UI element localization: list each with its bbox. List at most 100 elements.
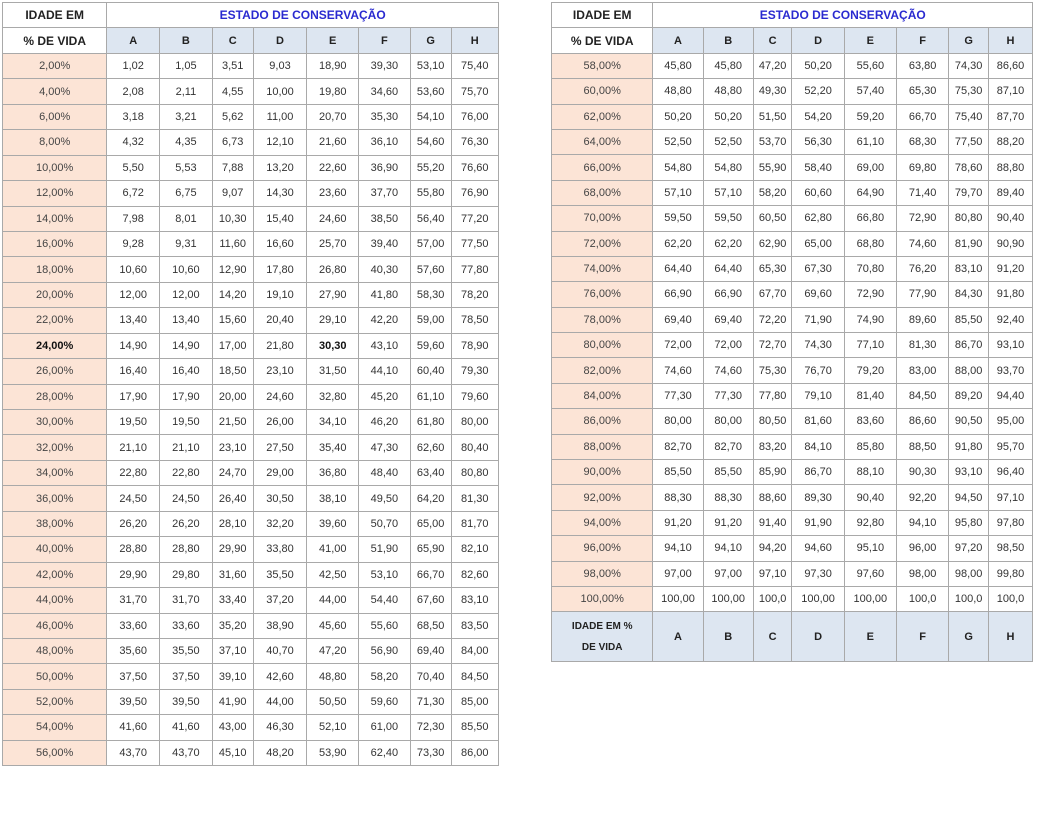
value-cell: 61,80 — [409, 408, 452, 436]
value-cell: 93,10 — [987, 332, 1034, 359]
value-cell: 94,40 — [987, 382, 1034, 410]
value-cell: 42,50 — [306, 561, 360, 589]
value-cell: 100,0 — [752, 585, 793, 613]
value-cell: 86,60 — [987, 52, 1034, 80]
table-row: 28,00% 17,90 17,90 20,00 24,60 32,80 45,20 61,1… — [1, 383, 500, 411]
table-row: 42,00% 29,90 29,80 31,60 35,50 42,50 53,10 66,7… — [1, 561, 500, 589]
age-cell: 36,00% — [1, 485, 108, 512]
value-cell: 33,80 — [252, 536, 308, 563]
value-cell: 77,50 — [948, 128, 989, 156]
value-cell: 46,20 — [358, 408, 411, 436]
value-cell: 29,80 — [159, 561, 213, 589]
table-row: 30,00% 19,50 19,50 21,50 26,00 34,10 46,20 61,8… — [1, 408, 500, 436]
value-cell: 45,80 — [652, 52, 704, 80]
table-row: 58,00% 45,80 45,80 47,20 50,20 55,60 63,80 74,3… — [550, 52, 1034, 80]
footer-col: C — [752, 611, 793, 663]
value-cell: 13,40 — [106, 307, 161, 334]
value-cell: 16,40 — [159, 358, 213, 385]
age-cell: 70,00% — [550, 205, 654, 232]
value-cell: 83,10 — [948, 255, 989, 283]
col-header: E — [306, 27, 360, 54]
value-cell: 59,50 — [702, 205, 754, 232]
value-cell: 17,90 — [159, 383, 213, 411]
value-cell: 14,30 — [252, 180, 308, 207]
value-cell: 45,60 — [306, 612, 360, 639]
value-cell: 55,60 — [358, 612, 411, 639]
value-cell: 89,20 — [948, 382, 989, 410]
value-cell: 21,10 — [159, 434, 213, 461]
age-cell: 94,00% — [550, 509, 654, 537]
value-cell: 68,30 — [895, 128, 950, 156]
value-cell: 85,50 — [948, 306, 989, 334]
value-cell: 49,50 — [358, 485, 411, 512]
value-cell: 53,10 — [409, 52, 452, 80]
value-cell: 89,30 — [791, 484, 845, 511]
age-cell: 24,00% — [1, 332, 108, 360]
table-row: 44,00% 31,70 31,70 33,40 37,20 44,00 54,40 67,6… — [1, 587, 500, 614]
value-cell: 82,70 — [702, 433, 754, 461]
table-row: 36,00% 24,50 24,50 26,40 30,50 38,10 49,50 64,2… — [1, 485, 500, 512]
value-cell: 54,80 — [652, 154, 704, 181]
value-cell: 39,30 — [358, 52, 411, 80]
value-cell: 64,90 — [843, 179, 897, 207]
value-cell: 57,40 — [843, 78, 897, 105]
col-header: F — [358, 27, 411, 54]
value-cell: 23,60 — [306, 180, 360, 207]
footer-col: F — [895, 611, 950, 663]
value-cell: 37,50 — [159, 663, 213, 690]
value-cell: 79,70 — [948, 179, 989, 207]
value-cell: 58,20 — [358, 663, 411, 690]
value-cell: 11,00 — [252, 103, 308, 131]
value-cell: 88,30 — [702, 484, 754, 511]
value-cell: 93,10 — [948, 459, 989, 486]
value-cell: 39,50 — [159, 688, 213, 716]
value-cell: 68,80 — [843, 230, 897, 257]
value-cell: 83,50 — [450, 612, 500, 639]
value-cell: 76,60 — [450, 154, 500, 182]
value-cell: 88,30 — [652, 484, 704, 511]
value-cell: 5,53 — [159, 154, 213, 182]
value-cell: 57,00 — [409, 230, 452, 258]
value-cell: 4,55 — [211, 78, 254, 105]
value-cell: 22,80 — [106, 459, 161, 487]
value-cell: 65,00 — [409, 510, 452, 538]
value-cell: 39,60 — [306, 510, 360, 538]
table-row: 34,00% 22,80 22,80 24,70 29,00 36,80 48,40 63,4… — [1, 459, 500, 487]
value-cell: 98,50 — [987, 535, 1034, 562]
value-cell: 82,60 — [450, 561, 500, 589]
value-cell: 90,90 — [987, 230, 1034, 257]
age-cell: 4,00% — [1, 78, 108, 105]
col-header: H — [987, 27, 1034, 54]
value-cell: 3,18 — [106, 103, 161, 131]
age-header-line1: IDADE EM — [1, 1, 108, 29]
value-cell: 43,00 — [211, 714, 254, 741]
age-cell: 48,00% — [1, 637, 108, 665]
value-cell: 10,00 — [252, 78, 308, 105]
value-cell: 55,80 — [409, 180, 452, 207]
value-cell: 54,60 — [409, 129, 452, 156]
value-cell: 61,00 — [358, 714, 411, 741]
value-cell: 59,00 — [409, 307, 452, 334]
table-row: 60,00% 48,80 48,80 49,30 52,20 57,40 65,30 75,3… — [550, 78, 1034, 105]
value-cell: 37,70 — [358, 180, 411, 207]
value-cell: 77,10 — [843, 332, 897, 359]
value-cell: 9,03 — [252, 52, 308, 80]
value-cell: 64,20 — [409, 485, 452, 512]
value-cell: 48,80 — [702, 78, 754, 105]
value-cell: 65,90 — [409, 536, 452, 563]
age-cell: 90,00% — [550, 459, 654, 486]
value-cell: 41,90 — [211, 688, 254, 716]
value-cell: 83,20 — [752, 433, 793, 461]
value-cell: 56,30 — [791, 128, 845, 156]
value-cell: 2,11 — [159, 78, 213, 105]
value-cell: 38,90 — [252, 612, 308, 639]
value-cell: 50,20 — [791, 52, 845, 80]
age-cell: 76,00% — [550, 281, 654, 308]
value-cell: 77,50 — [450, 230, 500, 258]
value-cell: 87,70 — [987, 103, 1034, 130]
value-cell: 22,60 — [306, 154, 360, 182]
value-cell: 19,50 — [106, 408, 161, 436]
value-cell: 57,10 — [702, 179, 754, 207]
footer-col: B — [702, 611, 754, 663]
value-cell: 35,50 — [252, 561, 308, 589]
